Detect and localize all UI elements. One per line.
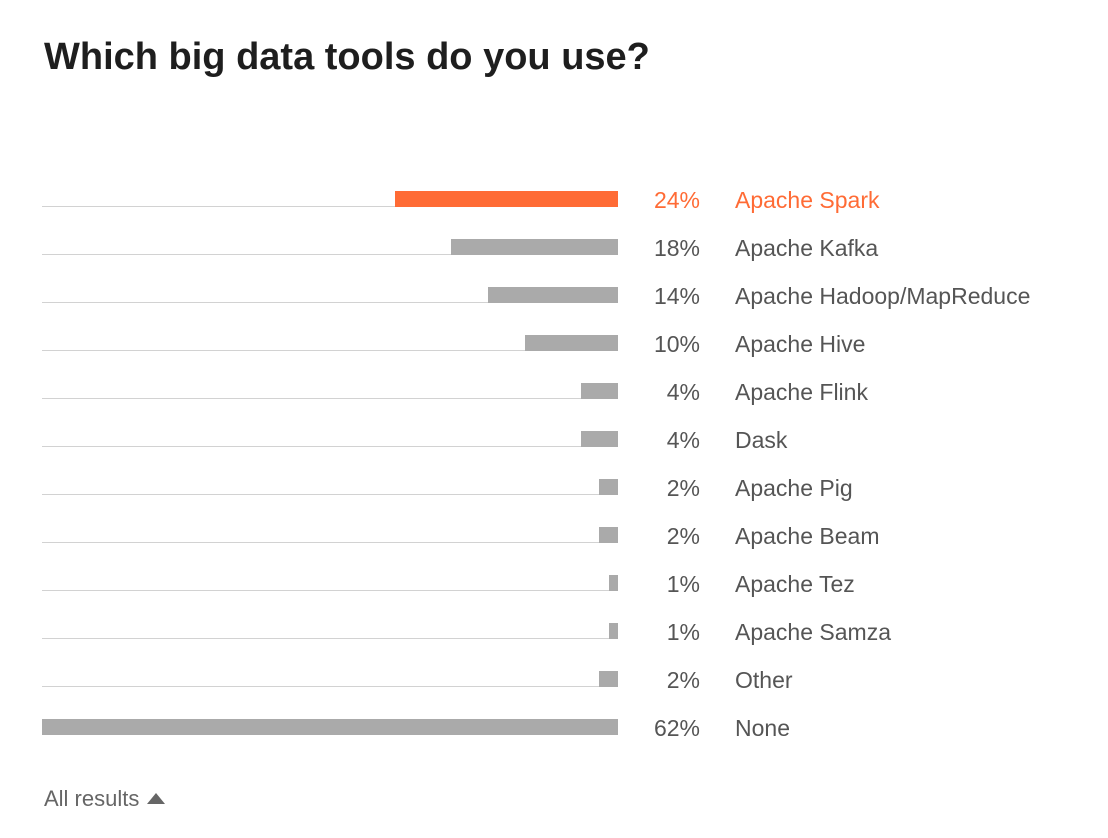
category-label: Apache Hive <box>735 331 866 357</box>
all-results-toggle[interactable]: All results <box>44 786 166 812</box>
bar-track <box>42 398 618 399</box>
bar-row: 14% Apache Hadoop/MapReduce <box>0 272 1108 320</box>
value-label: 2% <box>666 523 700 549</box>
category-label: Apache Hadoop/MapReduce <box>735 283 1031 309</box>
bar-row: 4% Apache Flink <box>0 368 1108 416</box>
bar-apache-beam <box>599 527 618 543</box>
bar-apache-kafka <box>451 239 618 255</box>
chart-title: Which big data tools do you use? <box>44 36 650 78</box>
bar-row: 4% Dask <box>0 416 1108 464</box>
bar-none <box>42 719 618 735</box>
value-label: 24% <box>653 187 700 213</box>
value-label: 14% <box>653 283 700 309</box>
category-label: Apache Flink <box>735 379 868 405</box>
value-label: 2% <box>666 475 700 501</box>
category-label: Apache Pig <box>735 475 853 501</box>
all-results-label: All results <box>44 786 140 811</box>
bar-track <box>42 686 618 687</box>
bar-chart: 24% Apache Spark 18% Apache Kafka 14% Apache … <box>0 176 1108 752</box>
bar-apache-samza <box>609 623 618 639</box>
bar-row: 18% Apache Kafka <box>0 224 1108 272</box>
bar-apache-pig <box>599 479 618 495</box>
category-label: Apache Samza <box>735 619 891 645</box>
triangle-up-icon <box>147 792 166 804</box>
bar-track <box>42 350 618 351</box>
value-label: 10% <box>653 331 700 357</box>
bar-other <box>599 671 618 687</box>
value-label: 4% <box>666 379 700 405</box>
bar-track <box>42 638 618 639</box>
value-label: 1% <box>666 619 700 645</box>
bar-row: 2% Apache Beam <box>0 512 1108 560</box>
bar-row: 2% Apache Pig <box>0 464 1108 512</box>
bar-dask <box>581 431 618 447</box>
bar-row: 24% Apache Spark <box>0 176 1108 224</box>
value-label: 4% <box>666 427 700 453</box>
bar-track <box>42 446 618 447</box>
bar-row: 10% Apache Hive <box>0 320 1108 368</box>
bar-track <box>42 590 618 591</box>
category-label: Apache Beam <box>735 523 880 549</box>
bar-track <box>42 254 618 255</box>
category-label: Apache Spark <box>735 187 880 213</box>
bar-track <box>42 206 618 207</box>
value-label: 18% <box>653 235 700 261</box>
category-label: Dask <box>735 427 788 453</box>
bar-row: 1% Apache Samza <box>0 608 1108 656</box>
value-label: 2% <box>666 667 700 693</box>
category-label: Apache Kafka <box>735 235 879 261</box>
bar-track <box>42 542 618 543</box>
bar-row: 2% Other <box>0 656 1108 704</box>
bar-apache-hadoop-mapreduce <box>488 287 618 303</box>
bar-row: 62% None <box>0 704 1108 752</box>
bar-apache-hive <box>525 335 618 351</box>
value-label: 62% <box>653 715 700 741</box>
bar-row: 1% Apache Tez <box>0 560 1108 608</box>
bar-apache-spark <box>395 191 618 207</box>
category-label: None <box>735 715 790 741</box>
value-label: 1% <box>666 571 700 597</box>
bar-track <box>42 302 618 303</box>
bar-track <box>42 494 618 495</box>
category-label: Other <box>735 667 793 693</box>
bar-apache-tez <box>609 575 618 591</box>
category-label: Apache Tez <box>735 571 855 597</box>
bar-apache-flink <box>581 383 618 399</box>
